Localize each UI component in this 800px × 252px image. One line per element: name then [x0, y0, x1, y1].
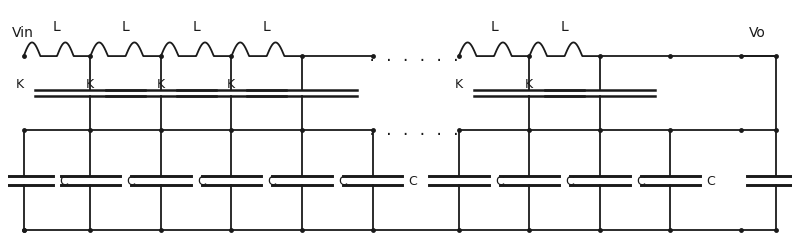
Text: L: L: [490, 19, 498, 33]
Text: C: C: [636, 174, 645, 187]
Text: L: L: [122, 19, 130, 33]
Text: Vin: Vin: [12, 26, 34, 40]
Text: K: K: [454, 78, 462, 90]
Text: L: L: [263, 19, 270, 33]
Text: K: K: [525, 78, 534, 90]
Text: L: L: [561, 19, 569, 33]
Text: L: L: [192, 19, 200, 33]
Text: C: C: [60, 174, 69, 187]
Text: C: C: [126, 174, 135, 187]
Text: K: K: [227, 78, 235, 90]
Text: C: C: [197, 174, 206, 187]
Text: K: K: [15, 78, 24, 90]
Text: L: L: [53, 19, 61, 33]
Text: K: K: [157, 78, 165, 90]
Text: C: C: [495, 174, 504, 187]
Text: K: K: [86, 78, 94, 90]
Text: C: C: [267, 174, 276, 187]
Text: C: C: [338, 174, 347, 187]
Text: Vo: Vo: [749, 26, 766, 40]
Text: . . . . . .: . . . . . .: [368, 50, 460, 64]
Text: C: C: [566, 174, 574, 187]
Text: C: C: [706, 174, 715, 187]
Text: . . . . . .: . . . . . .: [368, 124, 460, 138]
Text: C: C: [409, 174, 418, 187]
